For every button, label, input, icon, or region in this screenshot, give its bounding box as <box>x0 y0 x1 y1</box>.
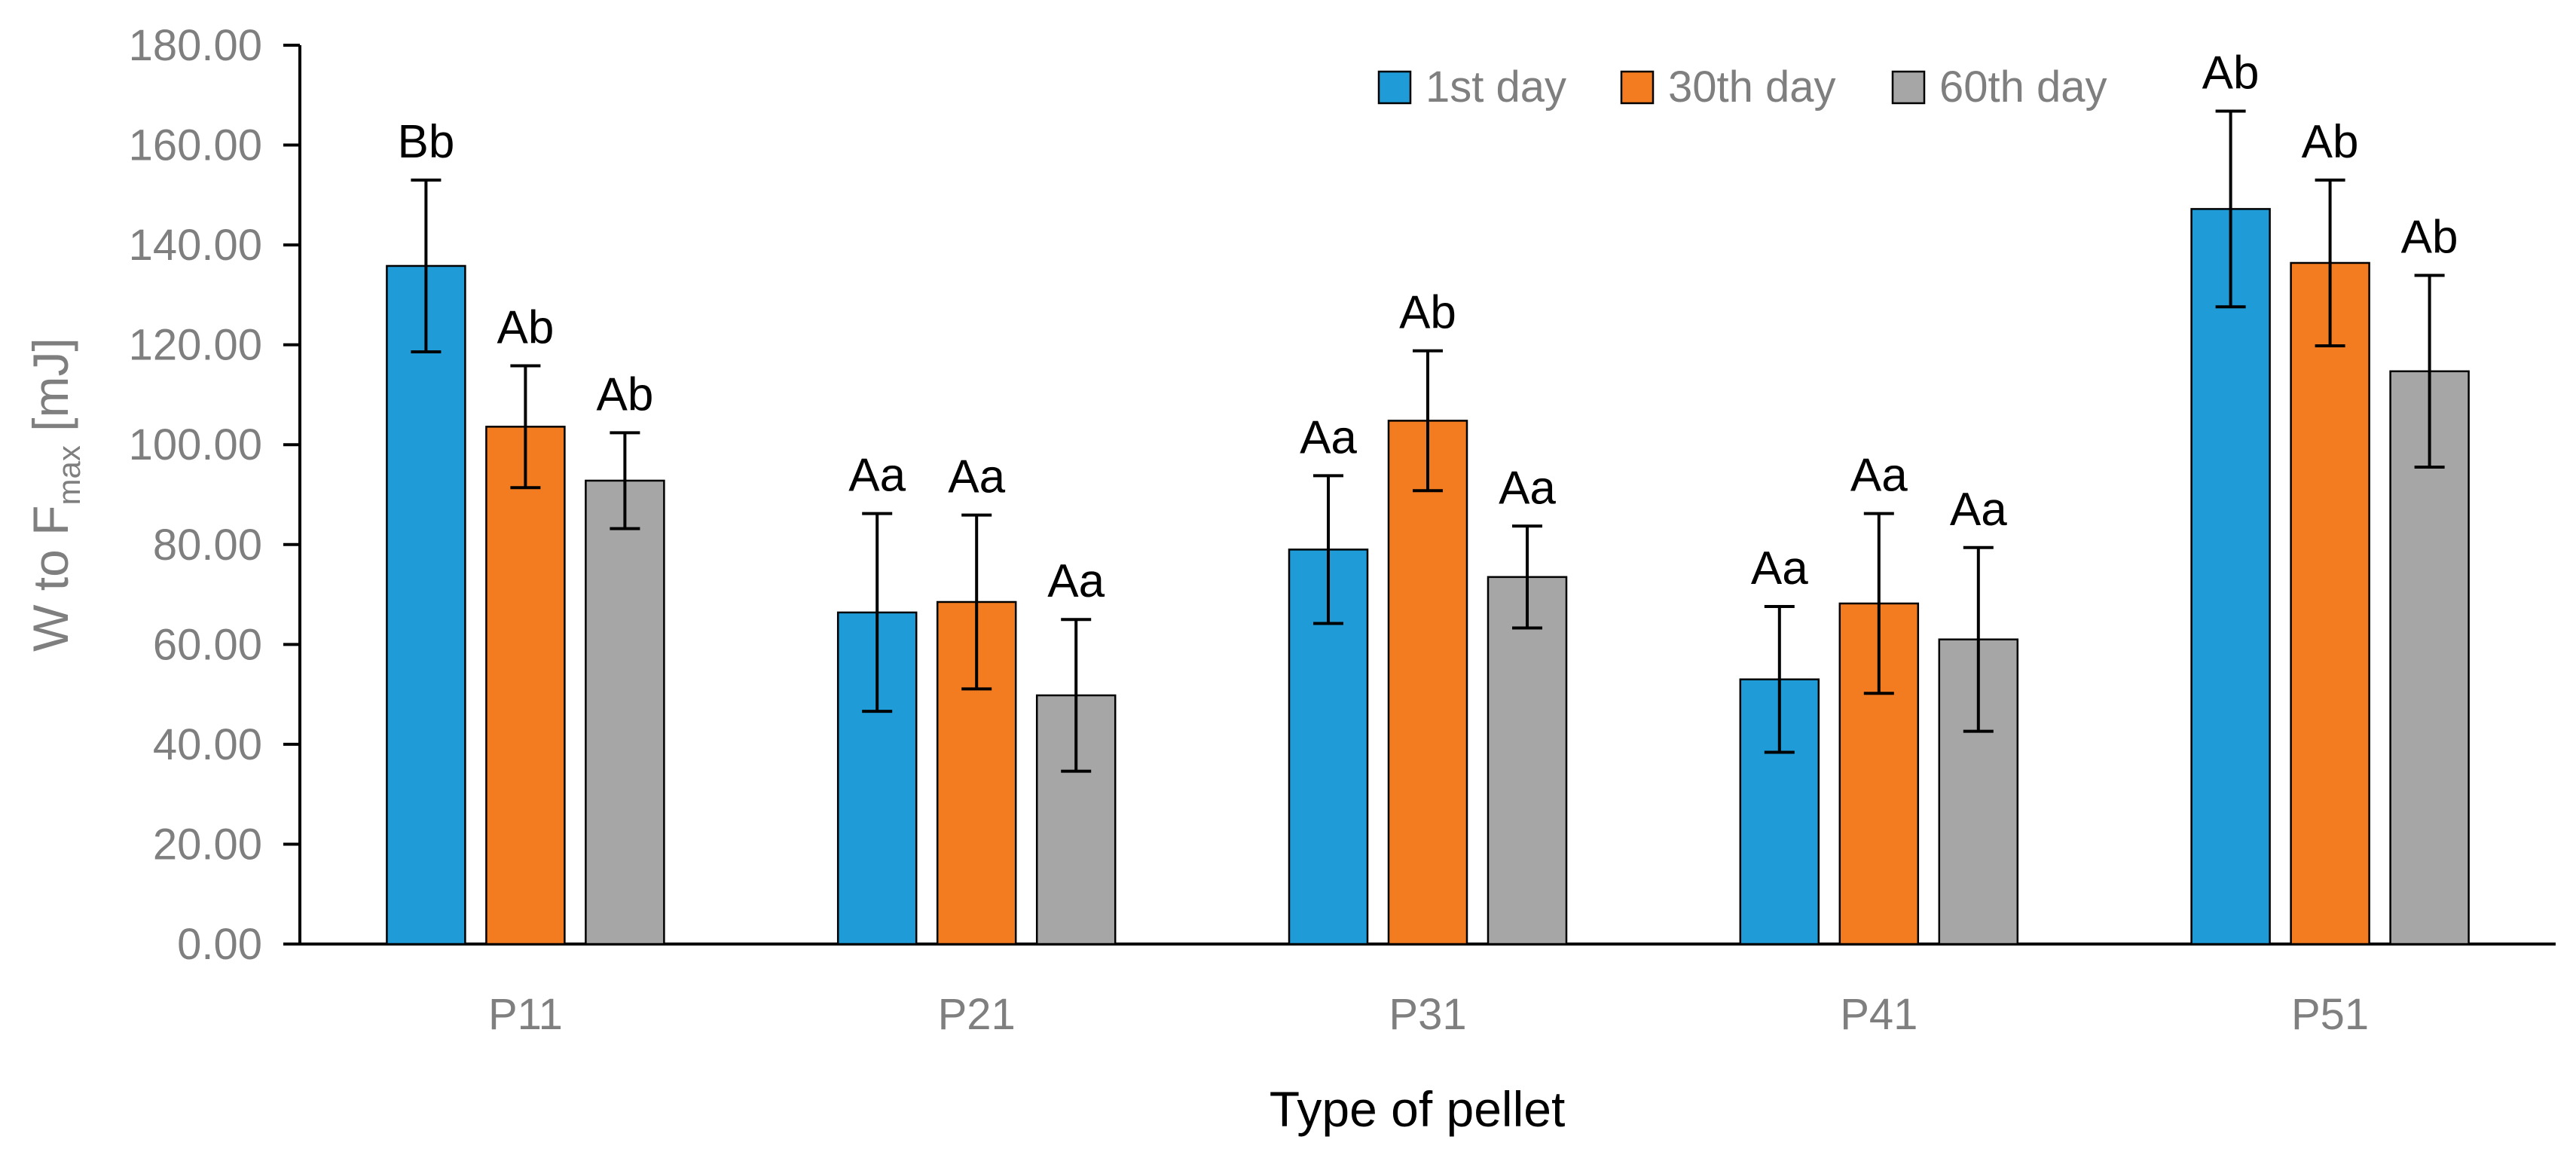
y-tick-label: 120.00 <box>129 321 262 370</box>
significance-label: Aa <box>948 451 1005 503</box>
x-tick-label: P21 <box>938 990 1016 1039</box>
bar-p31-series-2 <box>1387 420 1468 946</box>
significance-label: Aa <box>1300 411 1357 463</box>
significance-label: Aa <box>1499 462 1556 514</box>
significance-label: Ab <box>596 368 653 420</box>
significance-label: Bb <box>397 116 454 168</box>
bar-p11-series-3 <box>585 479 665 946</box>
bar-p51-series-1 <box>2190 208 2271 946</box>
y-tick-label: 80.00 <box>153 521 262 570</box>
legend-swatch-series-3 <box>1891 70 1926 105</box>
legend-swatch-series-1 <box>1377 70 1412 105</box>
significance-label: Aa <box>1850 450 1908 502</box>
significance-label: Ab <box>1399 287 1456 339</box>
significance-label: Ab <box>2302 116 2359 168</box>
y-tick-label: 40.00 <box>153 720 262 769</box>
x-tick-label: P11 <box>488 990 563 1039</box>
significance-label: Aa <box>1950 484 2007 536</box>
bar-p51-series-3 <box>2389 370 2470 946</box>
bar-p51-series-2 <box>2290 261 2370 946</box>
bar-p11-series-1 <box>386 264 466 946</box>
significance-label: Aa <box>848 450 906 502</box>
bar-p21-series-1 <box>836 611 918 946</box>
x-tick-label: P31 <box>1389 990 1466 1039</box>
significance-label: Aa <box>1751 542 1808 594</box>
y-tick-label: 20.00 <box>153 820 262 869</box>
y-tick-label: 0.00 <box>177 920 262 969</box>
y-tick-label: 100.00 <box>129 420 262 469</box>
x-axis-title: Type of pellet <box>1270 1081 1566 1137</box>
bar-p31-series-3 <box>1487 576 1568 946</box>
y-tick-label: 180.00 <box>129 21 262 70</box>
x-tick-label: P51 <box>2291 990 2369 1039</box>
legend-swatch-series-2 <box>1620 70 1655 105</box>
significance-label: Ab <box>497 302 554 354</box>
legend-label-series-1: 1st day <box>1426 63 1566 112</box>
legend-label-series-3: 60th day <box>1939 63 2107 112</box>
significance-label: Ab <box>2202 47 2260 99</box>
x-tick-label: P41 <box>1840 990 1917 1039</box>
y-tick-label: 60.00 <box>153 620 262 669</box>
y-tick-label: 160.00 <box>129 121 262 170</box>
significance-label: Aa <box>1047 555 1105 607</box>
legend-label-series-2: 30th day <box>1668 63 1836 112</box>
significance-label: Ab <box>2401 212 2458 264</box>
bar-p11-series-2 <box>485 426 566 946</box>
y-tick-label: 140.00 <box>129 221 262 270</box>
y-axis-title: W to Fmax [mJ] <box>23 338 87 652</box>
